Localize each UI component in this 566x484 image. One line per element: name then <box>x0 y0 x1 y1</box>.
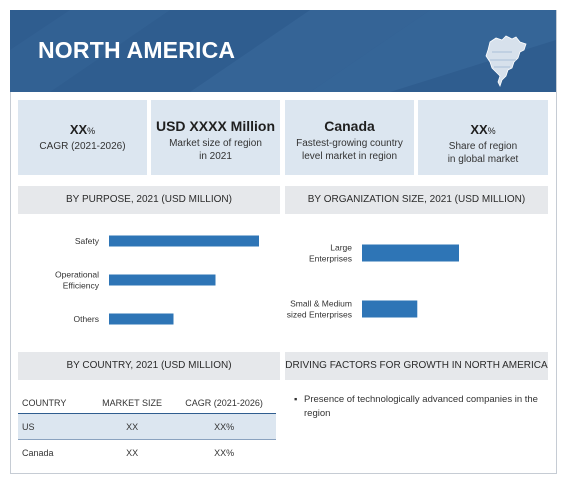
category-tick-label: Large Enterprises <box>309 243 352 264</box>
bullet-icon: ▪ <box>294 394 298 405</box>
category-tick-label: Operational Efficiency <box>55 270 100 291</box>
cagr-cell: XX% <box>172 413 276 440</box>
market-size-cell: XX <box>126 447 139 458</box>
bar <box>109 313 174 325</box>
banner-title: NORTH AMERICA <box>38 37 236 63</box>
country-column-header: COUNTRY <box>18 392 92 414</box>
kpi-market-size-label: Market size of region in 2021 <box>169 138 262 162</box>
region-banner: NORTH AMERICA <box>10 10 556 92</box>
country-cell: US <box>18 413 92 440</box>
kpi-region-share-label: Share of region in global market <box>447 141 519 165</box>
kpi-cagr-value: XX% <box>69 122 96 137</box>
bar <box>109 235 259 247</box>
bar <box>362 300 418 318</box>
driver-text: Presence of technologically advanced com… <box>304 394 538 419</box>
section-drivers-header: DRIVING FACTORS FOR GROWTH IN NORTH AMER… <box>285 352 548 380</box>
kpi-fastest-growing-label: Fastest-growing country level market in … <box>296 138 403 162</box>
section-org-size-header: BY ORGANIZATION SIZE, 2021 (USD MILLION) <box>285 186 548 214</box>
kpi-fastest-growing-value: Canada <box>324 118 375 134</box>
market-size-column-header: MARKET SIZE <box>92 392 173 414</box>
section-country-header: BY COUNTRY, 2021 (USD MILLION) <box>18 352 280 380</box>
kpi-fastest-growing: Canada Fastest-growing country level mar… <box>285 100 414 175</box>
cagr-column-header: CAGR (2021-2026) <box>172 392 276 414</box>
country-table-header-row: COUNTRY MARKET SIZE CAGR (2021-2026) <box>18 392 276 414</box>
table-row: US XX XX% <box>18 413 276 440</box>
table-row: Canada XX XX% <box>18 440 276 466</box>
north-america-map-icon <box>485 35 527 88</box>
category-tick-label: Small & Medium sized Enterprises <box>287 299 352 320</box>
banner-stripes <box>10 10 556 92</box>
driver-list-item: ▪ Presence of technologically advanced c… <box>294 393 544 421</box>
kpi-cagr: XX% CAGR (2021-2026) <box>18 100 147 175</box>
kpi-cagr-label: CAGR (2021-2026) <box>39 141 126 152</box>
category-tick-label: Safety <box>75 236 100 246</box>
kpi-region-share: XX% Share of region in global market <box>418 100 548 175</box>
country-cell: Canada <box>22 447 54 458</box>
category-tick-label: Others <box>73 314 99 324</box>
bar <box>362 244 459 262</box>
kpi-region-share-value: XX% <box>470 122 496 137</box>
kpi-market-size-value: USD XXXX Million <box>155 118 275 134</box>
cagr-cell: XX% <box>214 447 235 458</box>
bar <box>109 274 216 286</box>
purpose-bar-chart: Safety Operational Efficiency Others <box>55 235 259 325</box>
market-size-cell: XX <box>92 413 173 440</box>
kpi-market-size: USD XXXX Million Market size of region i… <box>151 100 280 175</box>
country-table: COUNTRY MARKET SIZE CAGR (2021-2026) US … <box>18 392 276 465</box>
org-size-bar-chart: Large Enterprises Small & Medium sized Ente… <box>287 243 459 320</box>
section-purpose-header: BY PURPOSE, 2021 (USD MILLION) <box>18 186 280 214</box>
